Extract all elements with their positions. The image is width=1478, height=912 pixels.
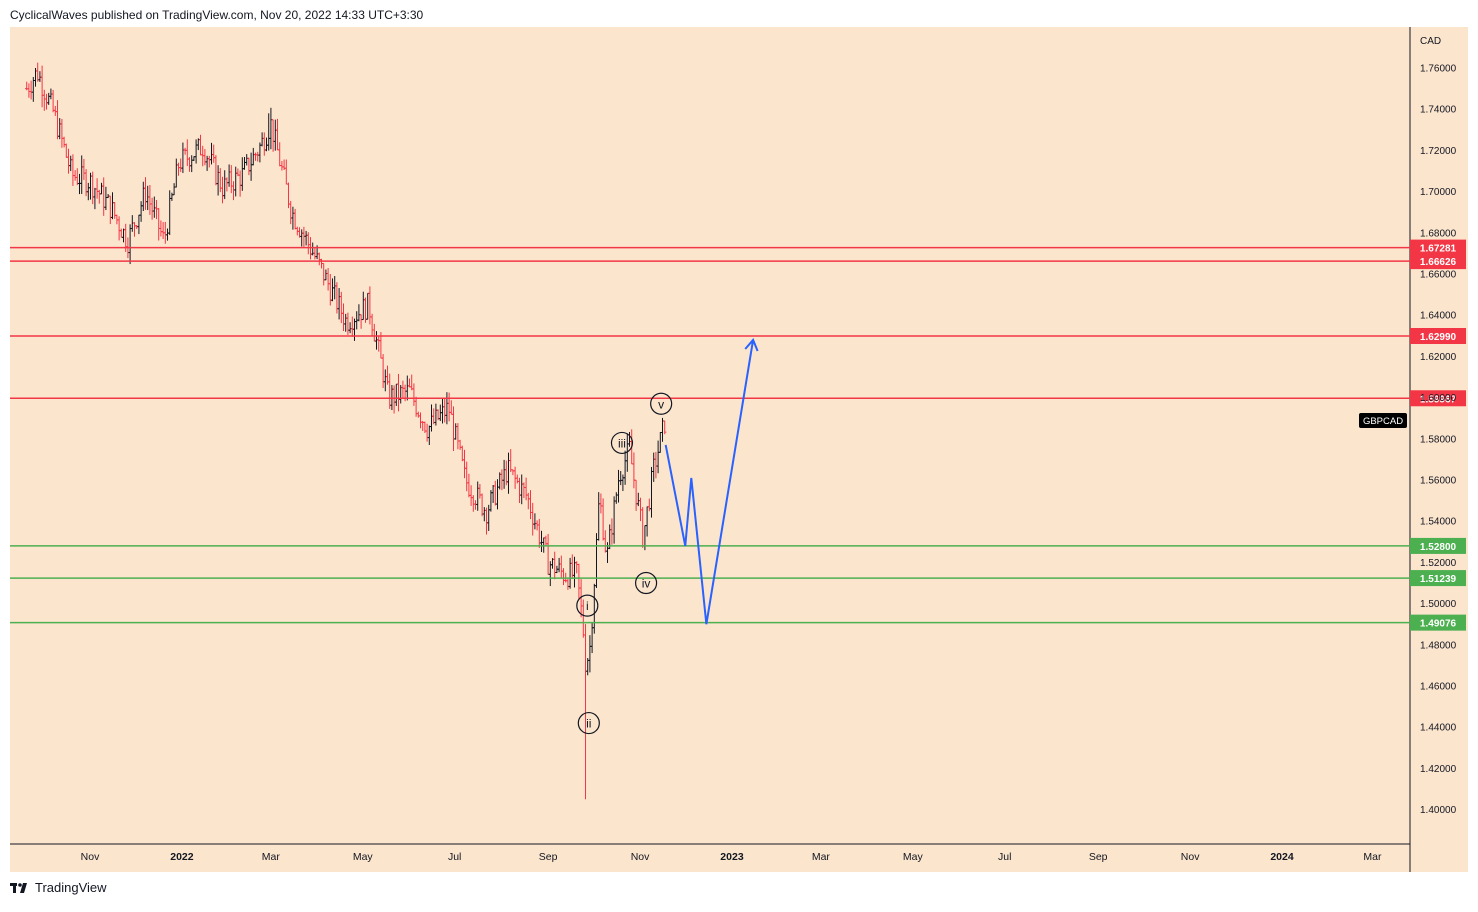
x-tick-label: Nov: [631, 851, 650, 863]
y-tick-label: 1.54000: [1420, 517, 1457, 528]
wave-label: i: [576, 594, 599, 617]
footer-brand[interactable]: TradingView: [10, 880, 107, 895]
wave-label-text: v: [658, 397, 664, 411]
x-tick-label: May: [353, 851, 374, 863]
y-tick-label: 1.52000: [1420, 558, 1457, 569]
wave-label-circle: [610, 431, 634, 455]
y-tick-label: 1.56000: [1420, 476, 1457, 487]
level-price-label: 1.62990: [1420, 332, 1457, 343]
x-tick-label: Mar: [812, 851, 831, 863]
y-tick-label: 1.50000: [1420, 599, 1457, 610]
wave-label-text: iii: [618, 436, 626, 450]
level-price-label: 1.49076: [1420, 619, 1457, 630]
symbol-tag: GBPCAD: [1359, 413, 1407, 428]
currency-label: CAD: [1420, 36, 1441, 47]
y-tick-label: 1.68000: [1420, 228, 1457, 239]
y-tick-label: 1.74000: [1420, 105, 1457, 116]
symbol-label: GBPCAD: [1363, 416, 1403, 427]
y-tick-label: 1.48000: [1420, 640, 1457, 651]
level-price-label: 1.66626: [1420, 257, 1457, 268]
y-tick-label: 1.70000: [1420, 187, 1457, 198]
x-tick-label: Sep: [539, 851, 558, 863]
y-tick-label: 1.62000: [1420, 352, 1457, 363]
level-label-bg: [1410, 537, 1466, 554]
level-price-label: 1.51239: [1420, 574, 1457, 585]
projection-arrowhead: [744, 338, 759, 352]
projection-layer: [664, 338, 759, 625]
wave-label-circle: [577, 711, 600, 735]
level-price-label: 1.52800: [1420, 542, 1457, 553]
level-price-label: 1.59967: [1420, 394, 1457, 405]
y-tick-label: 1.64000: [1420, 311, 1457, 322]
price-scale[interactable]: [1410, 27, 1468, 844]
x-tick-label: Sep: [1089, 851, 1108, 863]
wave-label: iv: [634, 571, 658, 595]
wave-label: iii: [610, 431, 634, 455]
tradingview-logo-icon: [10, 882, 27, 893]
y-axis-ticks: 1.76000 1.74000 1.72000 1.70000 1.68000 1.660…: [1420, 64, 1457, 817]
x-axis-ticks: Nov 2022 Mar May Jul Sep Nov 2023 Mar May Jul Sep No…: [81, 851, 1382, 863]
wave-label-text: iv: [642, 577, 651, 591]
wave-label-circle: [576, 594, 599, 617]
ohlc-bar: [663, 420, 667, 435]
candles-layer: [25, 62, 667, 800]
wave-label-circle: [634, 571, 658, 595]
x-tick-label: Nov: [81, 851, 100, 863]
y-tick-label: 1.42000: [1420, 764, 1457, 775]
y-tick-label: 1.60000: [1420, 393, 1457, 404]
level-label-bg: [1410, 239, 1466, 256]
plot-area[interactable]: [10, 27, 1410, 844]
x-tick-label: 2024: [1270, 851, 1294, 863]
wave-label: ii: [577, 711, 600, 735]
wave-label-text: ii: [586, 717, 591, 731]
levels-layer: 1.67281 1.66626 1.62990 1.59967 1.52800 1.512…: [10, 239, 1466, 631]
y-tick-label: 1.66000: [1420, 270, 1457, 281]
y-tick-label: 1.58000: [1420, 434, 1457, 445]
y-tick-label: 1.76000: [1420, 64, 1457, 75]
wave-label-text: i: [586, 599, 589, 613]
y-tick-label: 1.46000: [1420, 682, 1457, 693]
wave-label: v: [650, 392, 673, 415]
y-tick-label: 1.44000: [1420, 723, 1457, 734]
time-scale[interactable]: [10, 844, 1468, 872]
symbol-tag-bg: [1359, 413, 1407, 428]
level-label-bg: [1410, 328, 1466, 345]
x-tick-label: Mar: [1363, 851, 1382, 863]
level-label-bg: [1410, 570, 1466, 587]
level-label-bg: [1410, 614, 1466, 631]
x-tick-label: 2022: [170, 851, 194, 863]
x-tick-label: Jul: [998, 851, 1011, 863]
y-tick-label: 1.72000: [1420, 146, 1457, 157]
x-tick-label: Nov: [1181, 851, 1200, 863]
level-price-label: 1.67281: [1420, 244, 1457, 255]
projection-path: [664, 339, 755, 625]
x-tick-label: 2023: [720, 851, 744, 863]
x-tick-label: Mar: [262, 851, 281, 863]
level-label-bg: [1410, 253, 1466, 270]
level-label-bg: [1410, 390, 1466, 407]
footer-brand-label: TradingView: [35, 880, 107, 895]
x-tick-label: Jul: [448, 851, 461, 863]
y-tick-label: 1.40000: [1420, 805, 1457, 816]
wave-label-circle: [650, 392, 673, 415]
publish-header: CyclicalWaves published on TradingView.c…: [10, 8, 424, 22]
x-tick-label: May: [903, 851, 924, 863]
